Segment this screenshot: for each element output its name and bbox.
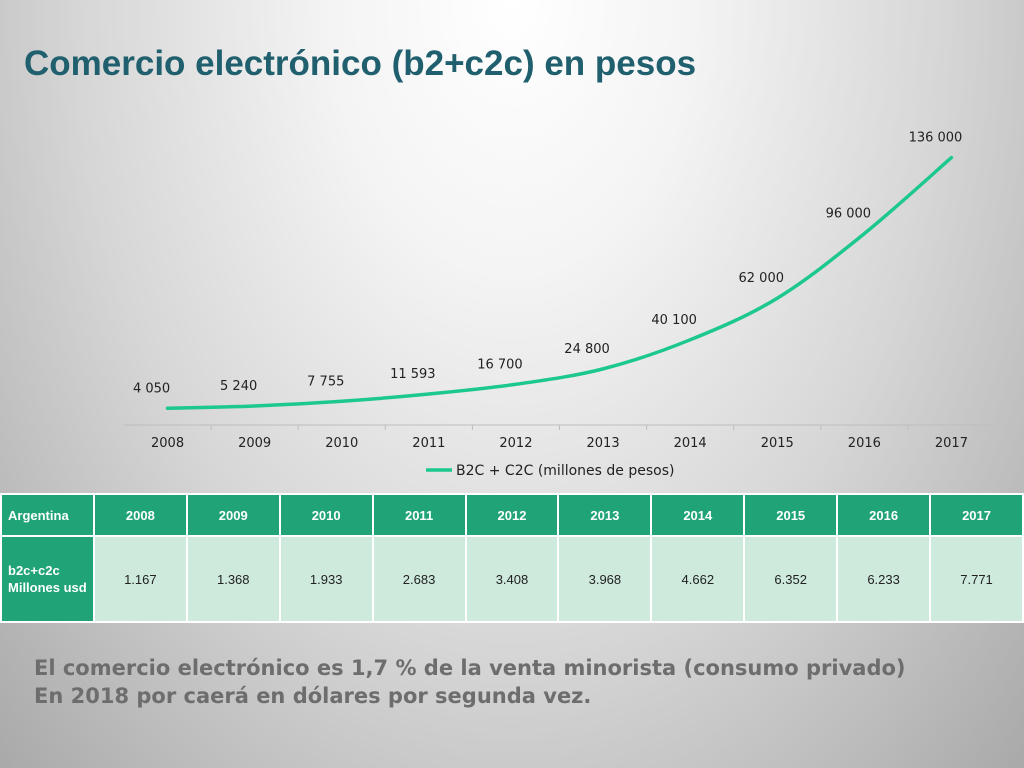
data-table: Argentina 2008 2009 2010 2011 2012 2013 … bbox=[0, 493, 1024, 623]
table-cell: 3.408 bbox=[464, 535, 560, 623]
table-header-row: Argentina 2008 2009 2010 2011 2012 2013 … bbox=[0, 493, 1024, 537]
table-header-year: 2016 bbox=[836, 493, 932, 537]
table-cell: 6.352 bbox=[743, 535, 839, 623]
data-label: 96 000 bbox=[826, 207, 872, 222]
table-cell: 7.771 bbox=[929, 535, 1024, 623]
x-tick-label: 2010 bbox=[325, 436, 358, 451]
table-header-year: 2013 bbox=[557, 493, 653, 537]
data-label: 7 755 bbox=[307, 374, 344, 389]
legend: B2C + C2C (millones de pesos) bbox=[426, 463, 674, 479]
table-header-year: 2017 bbox=[929, 493, 1024, 537]
x-tick-label: 2017 bbox=[935, 436, 968, 451]
x-tick-label: 2012 bbox=[499, 436, 532, 451]
table-cell: 6.233 bbox=[836, 535, 932, 623]
table-cell: 2.683 bbox=[371, 535, 467, 623]
table-cell: 1.167 bbox=[92, 535, 188, 623]
line-chart: 2008 2009 2010 2011 2012 2013 2014 2015 2016 2017… bbox=[124, 131, 995, 479]
data-label: 24 800 bbox=[564, 342, 610, 357]
table-header-year: 2015 bbox=[743, 493, 839, 537]
data-label: 40 100 bbox=[651, 313, 697, 328]
data-label: 4 050 bbox=[133, 381, 170, 396]
table-cell: 4.662 bbox=[650, 535, 746, 623]
table-header-year: 2010 bbox=[278, 493, 374, 537]
series-line bbox=[165, 155, 954, 411]
table-header-year: 2014 bbox=[650, 493, 746, 537]
data-label: 16 700 bbox=[477, 357, 523, 372]
footer-note: El comercio electrónico es 1,7 % de la v… bbox=[34, 654, 906, 710]
x-tick-label: 2009 bbox=[238, 436, 271, 451]
table-header-year: 2011 bbox=[371, 493, 467, 537]
legend-label: B2C + C2C (millones de pesos) bbox=[456, 463, 674, 479]
page-title: Comercio electrónico (b2+c2c) en pesos bbox=[24, 44, 697, 83]
footer-line-1: El comercio electrónico es 1,7 % de la v… bbox=[34, 656, 906, 680]
table-cell: 1.933 bbox=[278, 535, 374, 623]
x-tick-label: 2013 bbox=[587, 436, 620, 451]
table-header-year: 2009 bbox=[185, 493, 281, 537]
data-label: 5 240 bbox=[220, 379, 257, 394]
x-tick-label: 2014 bbox=[674, 436, 707, 451]
data-label: 11 593 bbox=[390, 367, 436, 382]
table-row-label: b2c+c2c Millones usd bbox=[0, 535, 95, 623]
row-label-line2: Millones usd bbox=[8, 580, 87, 595]
x-tick-label: 2011 bbox=[412, 436, 445, 451]
table-header-year: 2008 bbox=[92, 493, 188, 537]
x-tick-label: 2016 bbox=[848, 436, 881, 451]
table-header-country: Argentina bbox=[0, 493, 95, 537]
table-row: b2c+c2c Millones usd 1.167 1.368 1.933 2… bbox=[0, 535, 1024, 623]
table-header-year: 2012 bbox=[464, 493, 560, 537]
x-tick-label: 2015 bbox=[761, 436, 794, 451]
row-label-line1: b2c+c2c bbox=[8, 563, 60, 578]
footer-line-2: En 2018 por caerá en dólares por segunda… bbox=[34, 684, 592, 708]
data-label: 136 000 bbox=[909, 131, 963, 146]
table-cell: 1.368 bbox=[185, 535, 281, 623]
data-label: 62 000 bbox=[739, 271, 785, 286]
table-cell: 3.968 bbox=[557, 535, 653, 623]
x-tick-label: 2008 bbox=[151, 436, 184, 451]
